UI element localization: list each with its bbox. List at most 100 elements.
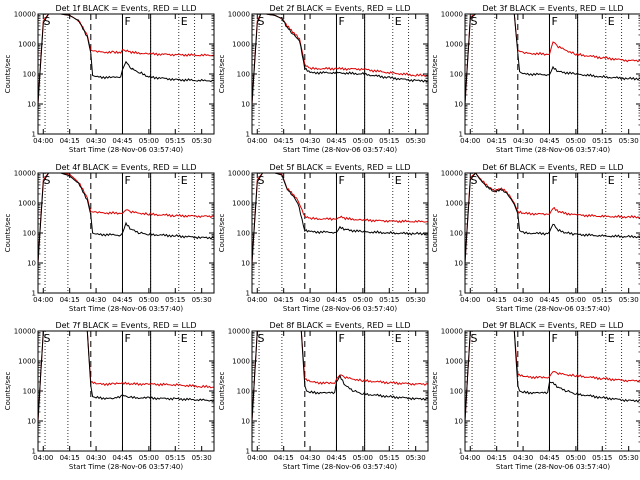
y-axis-label: Counts/sec bbox=[4, 214, 12, 253]
y-tick-label: 1000 bbox=[232, 358, 250, 366]
series-events bbox=[252, 173, 428, 264]
marker-e: E bbox=[395, 332, 402, 345]
y-tick-label: 1000 bbox=[18, 200, 36, 208]
x-tick-label: 04:00 bbox=[33, 454, 53, 462]
chart-title: Det 2f BLACK = Events, RED = LLD bbox=[269, 4, 410, 13]
y-tick-label: 10 bbox=[27, 101, 36, 109]
x-tick-label: 05:00 bbox=[139, 454, 159, 462]
y-tick-label: 1000 bbox=[18, 41, 36, 49]
series-events bbox=[465, 14, 640, 105]
marker-f: F bbox=[338, 174, 344, 187]
marker-s: S bbox=[258, 174, 265, 187]
x-tick-label: 05:15 bbox=[165, 137, 185, 145]
marker-e: E bbox=[181, 332, 188, 345]
x-tick-label: 05:00 bbox=[139, 137, 159, 145]
y-tick-label: 10 bbox=[454, 418, 463, 426]
series-events bbox=[38, 331, 214, 422]
x-tick-label: 04:45 bbox=[112, 137, 132, 145]
y-tick-label: 1 bbox=[246, 448, 250, 456]
y-axis-label: Counts/sec bbox=[431, 372, 439, 411]
series-events bbox=[38, 14, 214, 105]
x-tick-label: 05:15 bbox=[165, 454, 185, 462]
marker-f: F bbox=[124, 15, 130, 28]
y-tick-label: 1000 bbox=[232, 200, 250, 208]
y-tick-label: 10000 bbox=[228, 170, 250, 178]
x-tick-label: 05:00 bbox=[353, 296, 373, 304]
marker-f: F bbox=[124, 174, 130, 187]
chart-panel-3: Det 3f BLACK = Events, RED = LLD S F E 1 10 10… bbox=[431, 4, 640, 154]
chart-panel-5: Det 5f BLACK = Events, RED = LLD S F E 1 10 10… bbox=[218, 163, 429, 313]
plot-frame bbox=[464, 172, 640, 294]
y-tick-label: 10000 bbox=[441, 328, 463, 336]
y-tick-label: 100 bbox=[23, 71, 36, 79]
series-events bbox=[252, 331, 428, 422]
x-tick-label: 04:15 bbox=[60, 137, 80, 145]
y-axis-label: Counts/sec bbox=[4, 55, 12, 94]
y-axis-label: Counts/sec bbox=[218, 55, 226, 94]
x-tick-label: 04:15 bbox=[274, 137, 294, 145]
x-tick-label: 05:30 bbox=[619, 137, 639, 145]
series-lld bbox=[465, 331, 640, 422]
plot-frame bbox=[464, 13, 640, 135]
series-lld bbox=[465, 14, 640, 105]
plot-frame bbox=[37, 172, 215, 294]
chart-panel-9: Det 9f BLACK = Events, RED = LLD S F E 1 10 10… bbox=[431, 321, 640, 471]
y-tick-label: 10 bbox=[241, 101, 250, 109]
marker-s: S bbox=[44, 174, 51, 187]
y-axis-label: Counts/sec bbox=[4, 372, 12, 411]
x-tick-label: 05:00 bbox=[566, 296, 586, 304]
x-tick-label: 04:45 bbox=[539, 296, 559, 304]
x-tick-label: 04:15 bbox=[274, 454, 294, 462]
y-tick-label: 1 bbox=[246, 131, 250, 139]
plot-frame bbox=[251, 330, 429, 452]
x-tick-label: 04:00 bbox=[247, 296, 267, 304]
y-tick-label: 1000 bbox=[445, 41, 463, 49]
marker-e: E bbox=[608, 332, 615, 345]
x-tick-label: 05:15 bbox=[379, 454, 399, 462]
y-axis-label: Counts/sec bbox=[431, 55, 439, 94]
x-tick-label: 04:30 bbox=[513, 137, 533, 145]
x-tick-label: 04:00 bbox=[33, 296, 53, 304]
marker-s: S bbox=[471, 15, 478, 28]
y-tick-label: 10000 bbox=[14, 328, 36, 336]
chart-panel-2: Det 2f BLACK = Events, RED = LLD S F E 1 10 10… bbox=[218, 4, 429, 154]
series-lld bbox=[252, 14, 428, 105]
y-tick-label: 1000 bbox=[445, 358, 463, 366]
y-tick-label: 10000 bbox=[441, 11, 463, 19]
marker-f: F bbox=[551, 15, 557, 28]
y-tick-label: 100 bbox=[450, 388, 463, 396]
x-tick-label: 04:30 bbox=[513, 296, 533, 304]
chart-panel-6: Det 6f BLACK = Events, RED = LLD S F E 1 10 10… bbox=[431, 163, 640, 313]
marker-s: S bbox=[44, 15, 51, 28]
marker-e: E bbox=[395, 174, 402, 187]
y-tick-label: 100 bbox=[450, 71, 463, 79]
y-tick-label: 10000 bbox=[14, 170, 36, 178]
y-tick-label: 1 bbox=[459, 131, 463, 139]
plot-frame bbox=[464, 330, 640, 452]
marker-f: F bbox=[338, 15, 344, 28]
x-tick-label: 04:15 bbox=[487, 296, 507, 304]
plot-frame bbox=[37, 13, 215, 135]
x-axis-label: Start Time (28-Nov-06 03:57:40) bbox=[69, 146, 183, 154]
y-tick-label: 1 bbox=[32, 290, 36, 298]
y-tick-label: 10 bbox=[241, 418, 250, 426]
x-tick-label: 04:45 bbox=[326, 454, 346, 462]
marker-e: E bbox=[395, 15, 402, 28]
x-tick-label: 05:30 bbox=[406, 296, 426, 304]
chart-panel-1: Det 1f BLACK = Events, RED = LLD S F E 1 10 10… bbox=[4, 4, 215, 154]
y-tick-label: 10 bbox=[241, 260, 250, 268]
series-events bbox=[465, 173, 640, 264]
y-axis-label: Counts/sec bbox=[218, 372, 226, 411]
marker-e: E bbox=[608, 15, 615, 28]
x-tick-label: 04:30 bbox=[300, 454, 320, 462]
x-tick-label: 05:15 bbox=[592, 296, 612, 304]
marker-s: S bbox=[258, 332, 265, 345]
y-tick-label: 100 bbox=[450, 230, 463, 238]
x-tick-label: 05:30 bbox=[406, 454, 426, 462]
x-tick-label: 05:30 bbox=[192, 137, 212, 145]
chart-panel-7: Det 7f BLACK = Events, RED = LLD S F E 1 10 10… bbox=[4, 321, 215, 471]
y-tick-label: 1 bbox=[32, 131, 36, 139]
x-tick-label: 05:15 bbox=[379, 137, 399, 145]
series-lld bbox=[252, 173, 428, 264]
x-tick-label: 05:30 bbox=[619, 454, 639, 462]
